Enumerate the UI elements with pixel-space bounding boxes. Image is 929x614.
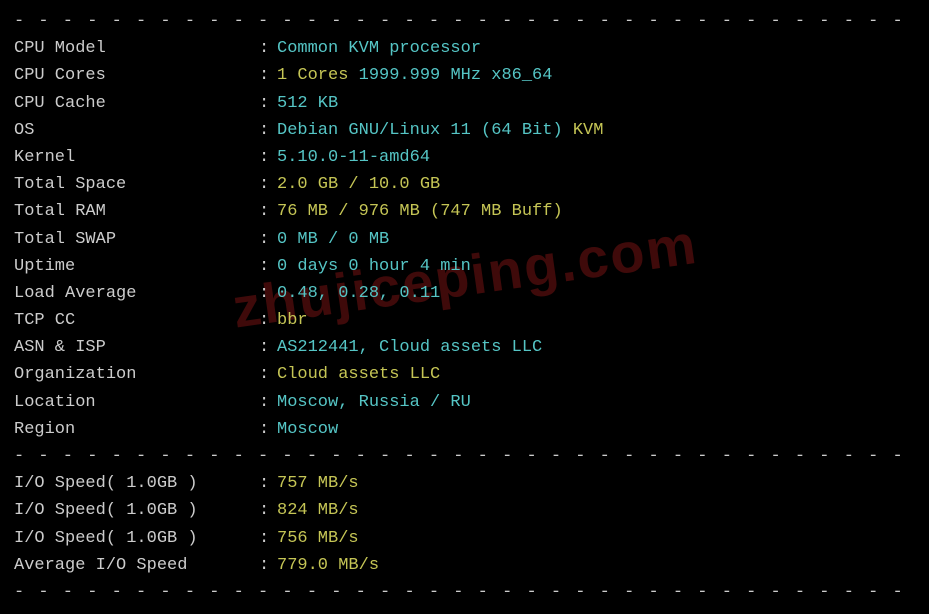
row-location: Location:Moscow, Russia / RU <box>14 389 915 416</box>
colon: : <box>259 361 277 388</box>
label-cpu-model: CPU Model <box>14 35 259 62</box>
row-organization: Organization:Cloud assets LLC <box>14 361 915 388</box>
label-total-ram: Total RAM <box>14 198 259 225</box>
row-io-3: I/O Speed( 1.0GB ):756 MB/s <box>14 525 915 552</box>
row-load-average: Load Average:0.48, 0.28, 0.11 <box>14 280 915 307</box>
value-io-average: 779.0 MB/s <box>277 552 379 579</box>
label-cpu-cache: CPU Cache <box>14 90 259 117</box>
label-io-average: Average I/O Speed <box>14 552 259 579</box>
value-organization: Cloud assets LLC <box>277 361 440 388</box>
value-region: Moscow <box>277 416 338 443</box>
label-io-2: I/O Speed( 1.0GB ) <box>14 497 259 524</box>
label-cpu-cores: CPU Cores <box>14 62 259 89</box>
row-cpu-model: CPU Model:Common KVM processor <box>14 35 915 62</box>
row-total-swap: Total SWAP:0 MB / 0 MB <box>14 226 915 253</box>
label-load-average: Load Average <box>14 280 259 307</box>
colon: : <box>259 307 277 334</box>
value-io-2: 824 MB/s <box>277 497 359 524</box>
row-cpu-cache: CPU Cache:512 KB <box>14 90 915 117</box>
row-uptime: Uptime:0 days 0 hour 4 min <box>14 253 915 280</box>
colon: : <box>259 280 277 307</box>
value-os-name: Debian GNU/Linux 11 (64 Bit) <box>277 121 563 140</box>
colon: : <box>259 171 277 198</box>
value-cpu-cache: 512 KB <box>277 90 338 117</box>
value-kernel: 5.10.0-11-amd64 <box>277 144 430 171</box>
row-tcp-cc: TCP CC:bbr <box>14 307 915 334</box>
label-total-space: Total Space <box>14 171 259 198</box>
label-organization: Organization <box>14 361 259 388</box>
value-tcp-cc: bbr <box>277 307 308 334</box>
colon: : <box>259 389 277 416</box>
label-os: OS <box>14 117 259 144</box>
row-kernel: Kernel:5.10.0-11-amd64 <box>14 144 915 171</box>
label-location: Location <box>14 389 259 416</box>
value-asn-isp: AS212441, Cloud assets LLC <box>277 334 542 361</box>
row-region: Region:Moscow <box>14 416 915 443</box>
label-total-swap: Total SWAP <box>14 226 259 253</box>
label-tcp-cc: TCP CC <box>14 307 259 334</box>
row-io-average: Average I/O Speed:779.0 MB/s <box>14 552 915 579</box>
colon: : <box>259 117 277 144</box>
value-io-1: 757 MB/s <box>277 470 359 497</box>
colon: : <box>259 470 277 497</box>
colon: : <box>259 497 277 524</box>
divider-bottom: - - - - - - - - - - - - - - - - - - - - … <box>14 579 915 606</box>
label-io-1: I/O Speed( 1.0GB ) <box>14 470 259 497</box>
value-io-3: 756 MB/s <box>277 525 359 552</box>
value-cpu-cores-count: 1 Cores <box>277 66 348 85</box>
colon: : <box>259 90 277 117</box>
colon: : <box>259 552 277 579</box>
divider-top: - - - - - - - - - - - - - - - - - - - - … <box>14 8 915 35</box>
label-io-3: I/O Speed( 1.0GB ) <box>14 525 259 552</box>
label-uptime: Uptime <box>14 253 259 280</box>
colon: : <box>259 525 277 552</box>
row-total-ram: Total RAM:76 MB / 976 MB (747 MB Buff) <box>14 198 915 225</box>
colon: : <box>259 144 277 171</box>
label-asn-isp: ASN & ISP <box>14 334 259 361</box>
value-load-average: 0.48, 0.28, 0.11 <box>277 280 440 307</box>
value-total-space: 2.0 GB / 10.0 GB <box>277 171 440 198</box>
value-location: Moscow, Russia / RU <box>277 389 471 416</box>
row-total-space: Total Space:2.0 GB / 10.0 GB <box>14 171 915 198</box>
value-total-ram: 76 MB / 976 MB (747 MB Buff) <box>277 198 563 225</box>
label-kernel: Kernel <box>14 144 259 171</box>
row-io-2: I/O Speed( 1.0GB ):824 MB/s <box>14 497 915 524</box>
label-region: Region <box>14 416 259 443</box>
value-cpu-cores-freq: 1999.999 MHz x86_64 <box>359 66 553 85</box>
value-os-virt: KVM <box>573 121 604 140</box>
row-os: OS:Debian GNU/Linux 11 (64 Bit) KVM <box>14 117 915 144</box>
colon: : <box>259 334 277 361</box>
value-uptime: 0 days 0 hour 4 min <box>277 253 471 280</box>
colon: : <box>259 226 277 253</box>
colon: : <box>259 62 277 89</box>
divider-mid: - - - - - - - - - - - - - - - - - - - - … <box>14 443 915 470</box>
row-io-1: I/O Speed( 1.0GB ):757 MB/s <box>14 470 915 497</box>
terminal-output: - - - - - - - - - - - - - - - - - - - - … <box>14 8 915 606</box>
colon: : <box>259 416 277 443</box>
colon: : <box>259 35 277 62</box>
row-cpu-cores: CPU Cores:1 Cores 1999.999 MHz x86_64 <box>14 62 915 89</box>
row-asn-isp: ASN & ISP:AS212441, Cloud assets LLC <box>14 334 915 361</box>
value-total-swap: 0 MB / 0 MB <box>277 226 389 253</box>
colon: : <box>259 198 277 225</box>
colon: : <box>259 253 277 280</box>
value-cpu-model: Common KVM processor <box>277 35 481 62</box>
